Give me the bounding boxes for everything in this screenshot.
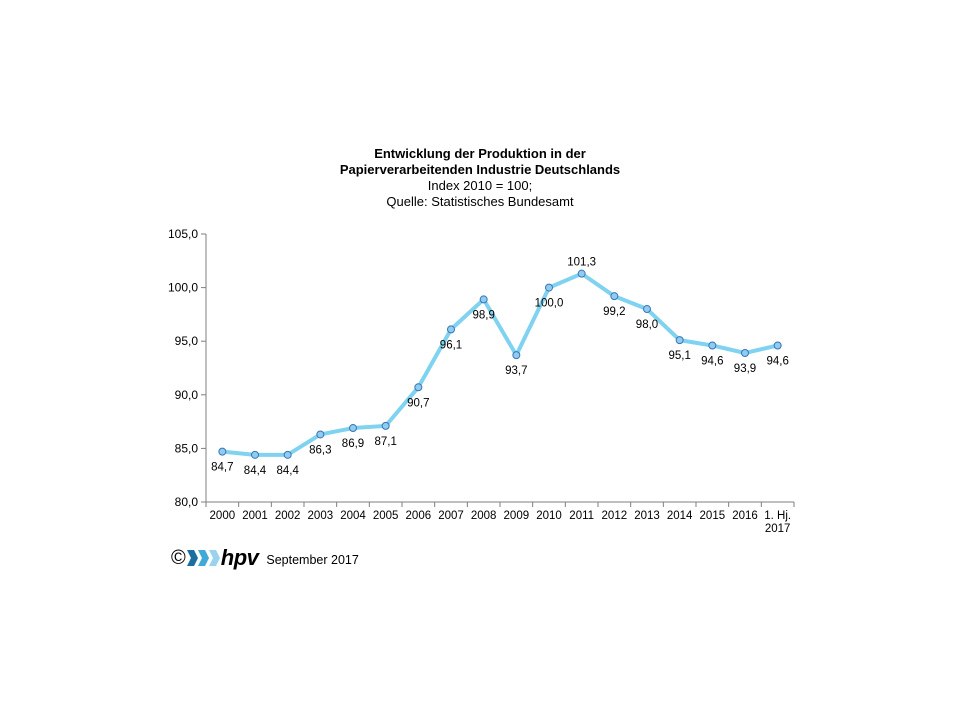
y-tick-label: 100,0	[168, 281, 198, 295]
data-point	[479, 295, 488, 304]
y-tick-label: 105,0	[168, 227, 198, 241]
data-point	[349, 424, 357, 433]
series-line	[220, 271, 780, 457]
data-label: 93,9	[734, 363, 756, 375]
hpv-logo-text: hpv	[220, 545, 259, 570]
data-point	[316, 430, 325, 439]
data-point	[545, 283, 553, 292]
x-tick-label: 2000	[210, 510, 236, 522]
data-label: 86,9	[342, 438, 364, 450]
x-tick-label: 2002	[275, 510, 301, 522]
footer-date: September 2017	[266, 552, 359, 567]
x-tick-label: 2015	[700, 510, 726, 522]
data-label: 84,7	[211, 462, 233, 474]
hpv-logo-chevrons-icon	[186, 550, 220, 566]
logo-chevron	[197, 550, 209, 566]
x-tick-label: 2005	[373, 510, 399, 522]
data-point	[773, 341, 782, 350]
chart-series	[218, 269, 782, 459]
x-tick-label: 2004	[340, 510, 366, 522]
data-point	[381, 421, 390, 430]
data-label: 90,7	[407, 397, 429, 409]
data-point	[610, 292, 619, 301]
x-tick-label: 2012	[602, 510, 628, 522]
data-label: 98,9	[472, 309, 494, 321]
data-point	[218, 447, 227, 456]
data-point	[512, 351, 521, 360]
chart-title-line-1: Entwicklung der Produktion in der	[374, 146, 586, 161]
x-tick-label: 2009	[504, 510, 530, 522]
data-label: 86,3	[309, 444, 331, 456]
x-tick-label: 2010	[536, 510, 562, 522]
data-label: 94,6	[766, 355, 788, 367]
x-tick-label: 2001	[242, 510, 268, 522]
data-label: 94,6	[701, 355, 723, 367]
y-tick-label: 85,0	[175, 441, 199, 455]
data-point	[708, 341, 717, 350]
y-tick-label: 90,0	[175, 388, 199, 402]
x-tick-label: 2003	[308, 510, 334, 522]
x-tick-label: 2016	[732, 510, 758, 522]
data-label: 101,3	[567, 257, 596, 269]
data-label: 84,4	[244, 465, 267, 477]
x-tick-label: 2008	[471, 510, 497, 522]
logo-chevron	[208, 550, 220, 566]
x-tick-label: 2013	[634, 510, 660, 522]
data-point	[447, 325, 455, 334]
data-label: 98,0	[636, 319, 658, 331]
chart-title: Entwicklung der Produktion in der Papier…	[280, 146, 680, 210]
copyright-sign: ©	[171, 547, 186, 569]
y-tick-label: 80,0	[175, 495, 199, 509]
data-label: 95,1	[668, 350, 690, 362]
chart-title-line-2: Papierverarbeitenden Industrie Deutschla…	[339, 162, 621, 177]
chart-subtitle-index: Index 2010 = 100;	[427, 178, 533, 193]
y-tick-label: 95,0	[175, 334, 199, 348]
data-label: 93,7	[505, 365, 527, 377]
data-label: 99,2	[603, 306, 625, 318]
x-tick-label: 2014	[667, 510, 693, 522]
x-tick-label: 2006	[406, 510, 432, 522]
x-tick-label: 2007	[438, 510, 464, 522]
data-label: 84,4	[276, 465, 299, 477]
data-point	[675, 336, 684, 345]
chart-subtitle-source: Quelle: Statistisches Bundesamt	[386, 194, 574, 209]
x-tick-label: 2011	[569, 510, 594, 522]
data-point	[251, 450, 259, 459]
x-tick-label: 1. Hj. 2017	[764, 510, 791, 535]
logo-chevron	[186, 550, 198, 566]
data-point	[283, 450, 292, 459]
footer: © hpv September 2017	[171, 545, 359, 571]
data-point	[577, 269, 586, 278]
data-label: 100,0	[535, 298, 564, 310]
data-point	[643, 305, 651, 314]
chart-axes: 80,0 85,0 90,0 95,0 100,0 105,0 2000 2001 2002 20…	[168, 227, 795, 535]
chart-data-labels: 84,7 84,4 84,4 86,3 86,9 87,1 90,7 96,1 98,9 93,7…	[211, 257, 789, 477]
data-label: 96,1	[440, 339, 462, 351]
data-label: 87,1	[374, 436, 396, 448]
data-point	[414, 383, 423, 392]
data-point	[741, 348, 749, 357]
